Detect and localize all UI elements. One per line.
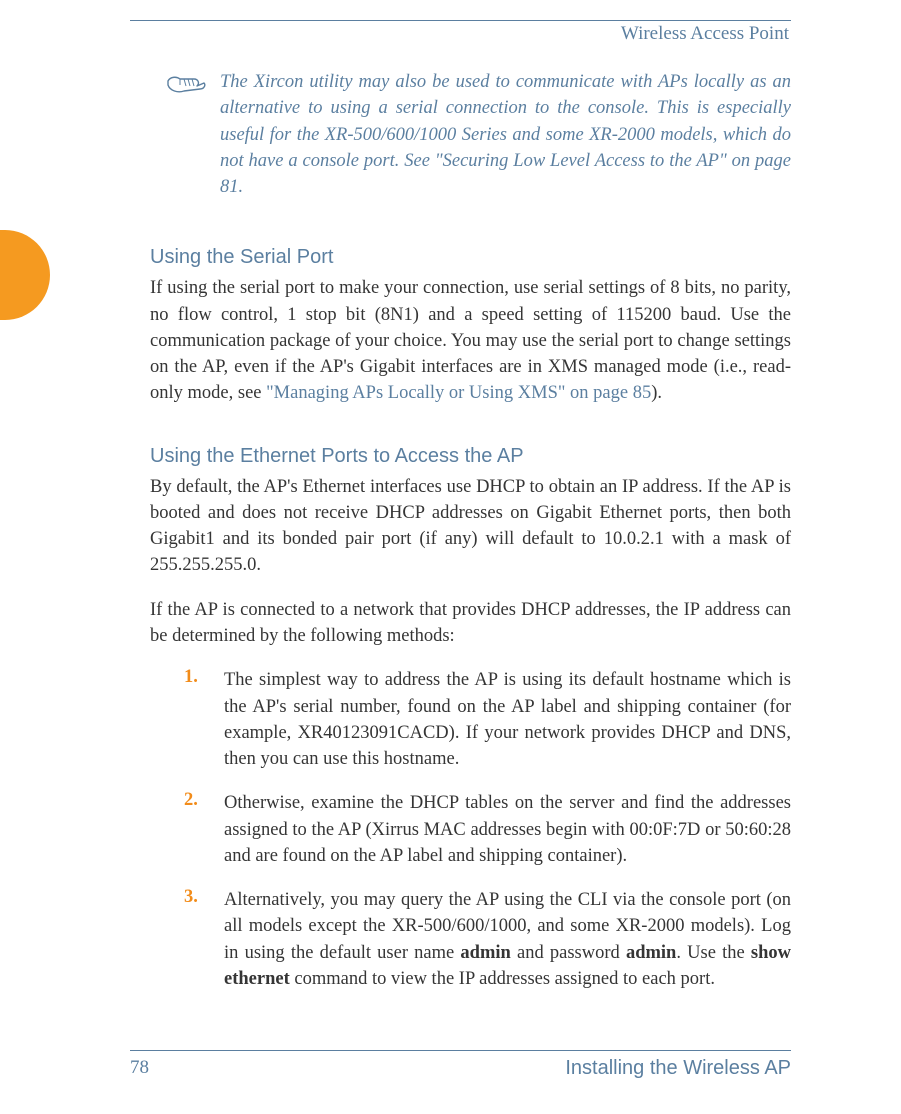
link-managing-aps[interactable]: "Managing APs Locally or Using XMS" on p… bbox=[266, 383, 651, 403]
bold-password: admin bbox=[626, 943, 676, 963]
ordered-list: 1. The simplest way to address the AP is… bbox=[184, 667, 791, 992]
footer-rule bbox=[130, 1050, 791, 1051]
note-text-after: . bbox=[239, 177, 244, 197]
list-item: 1. The simplest way to address the AP is… bbox=[184, 667, 791, 772]
bold-username: admin bbox=[460, 943, 510, 963]
serial-paragraph: If using the serial port to make your co… bbox=[150, 275, 791, 406]
serial-para-after: ). bbox=[651, 383, 662, 403]
ethernet-para-2: If the AP is connected to a network that… bbox=[150, 597, 791, 650]
note-text: The Xircon utility may also be used to c… bbox=[220, 69, 791, 200]
mac-prefix: 50:60:28 bbox=[725, 820, 791, 840]
running-header: Wireless Access Point bbox=[150, 21, 791, 63]
hand-note-icon bbox=[150, 69, 220, 200]
list-marker: 1. bbox=[184, 667, 224, 772]
footer-section-title: Installing the Wireless AP bbox=[565, 1057, 791, 1080]
list-item-text: The simplest way to address the AP is us… bbox=[224, 667, 791, 772]
list-marker: 3. bbox=[184, 887, 224, 992]
page-footer: 78 Installing the Wireless AP bbox=[130, 1050, 791, 1080]
section-heading-serial: Using the Serial Port bbox=[150, 246, 791, 269]
list-item: 2. Otherwise, examine the DHCP tables on… bbox=[184, 790, 791, 869]
section-heading-ethernet: Using the Ethernet Ports to Access the A… bbox=[150, 445, 791, 468]
list-marker: 2. bbox=[184, 790, 224, 869]
page-number: 78 bbox=[130, 1057, 149, 1080]
ethernet-para-1: By default, the AP's Ethernet interfaces… bbox=[150, 474, 791, 579]
mac-prefix: 00:0F:7D bbox=[629, 820, 700, 840]
page-content: Wireless Access Point The Xircon utility… bbox=[0, 0, 901, 992]
list-item-text: Alternatively, you may query the AP usin… bbox=[224, 887, 791, 992]
list-item: 3. Alternatively, you may query the AP u… bbox=[184, 887, 791, 992]
list-item-text: Otherwise, examine the DHCP tables on th… bbox=[224, 790, 791, 869]
note-callout: The Xircon utility may also be used to c… bbox=[150, 69, 791, 200]
